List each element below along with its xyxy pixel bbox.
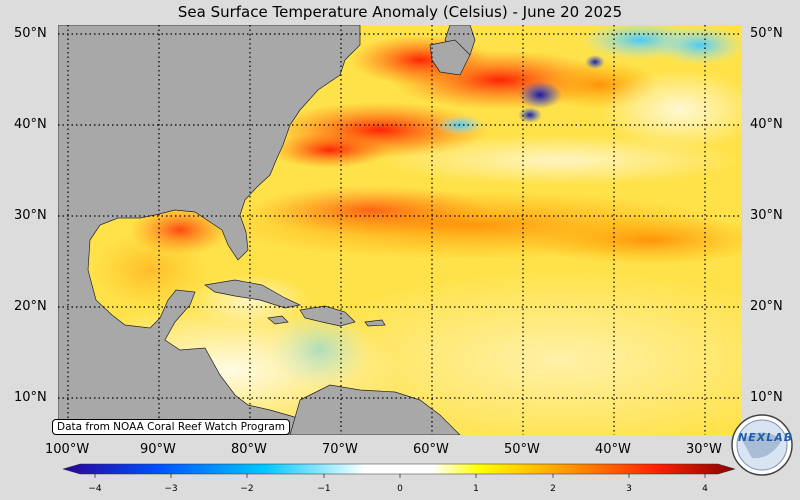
lat-label-30n-right: 30°N [750, 208, 783, 223]
colorbar [62, 463, 736, 478]
lat-label-20n-right: 20°N [750, 299, 783, 314]
anomaly-field [58, 25, 742, 435]
lat-label-40n-left: 40°N [14, 117, 47, 132]
lon-label-100w: 100°W [45, 442, 90, 457]
lat-label-50n-right: 50°N [750, 26, 783, 41]
map-title: Sea Surface Temperature Anomaly (Celsius… [177, 3, 623, 21]
lat-label-20n-left: 20°N [14, 299, 47, 314]
colorbar-tick-label: −2 [240, 484, 254, 494]
colorbar-tick-label: −4 [88, 484, 102, 494]
lat-label-30n-left: 30°N [14, 208, 47, 223]
lon-label-70w: 70°W [322, 442, 358, 457]
lon-label-80w: 80°W [231, 442, 267, 457]
lon-label-90w: 90°W [140, 442, 176, 457]
logo-text: NEXLAB [738, 431, 794, 444]
colorbar-tick-label: 2 [550, 484, 556, 494]
lat-label-10n-right: 10°N [750, 390, 783, 405]
lon-label-40w: 40°W [595, 442, 631, 457]
graticule [58, 25, 742, 435]
lon-label-30w: 30°W [686, 442, 722, 457]
lat-label-10n-left: 10°N [14, 390, 47, 405]
colorbar-tick-label: 1 [473, 484, 479, 494]
colorbar-tick-label: −3 [164, 484, 178, 494]
colorbar-tick-label: −1 [317, 484, 331, 494]
data-attribution: Data from NOAA Coral Reef Watch Program [52, 419, 290, 435]
nexlab-logo [731, 414, 793, 476]
lat-label-40n-right: 40°N [750, 117, 783, 132]
lat-label-50n-left: 50°N [14, 26, 47, 41]
colorbar-tick-label: 4 [702, 484, 708, 494]
colorbar-tick-label: 0 [397, 484, 403, 494]
lon-label-60w: 60°W [413, 442, 449, 457]
lon-label-50w: 50°W [504, 442, 540, 457]
colorbar-tick-label: 3 [626, 484, 632, 494]
